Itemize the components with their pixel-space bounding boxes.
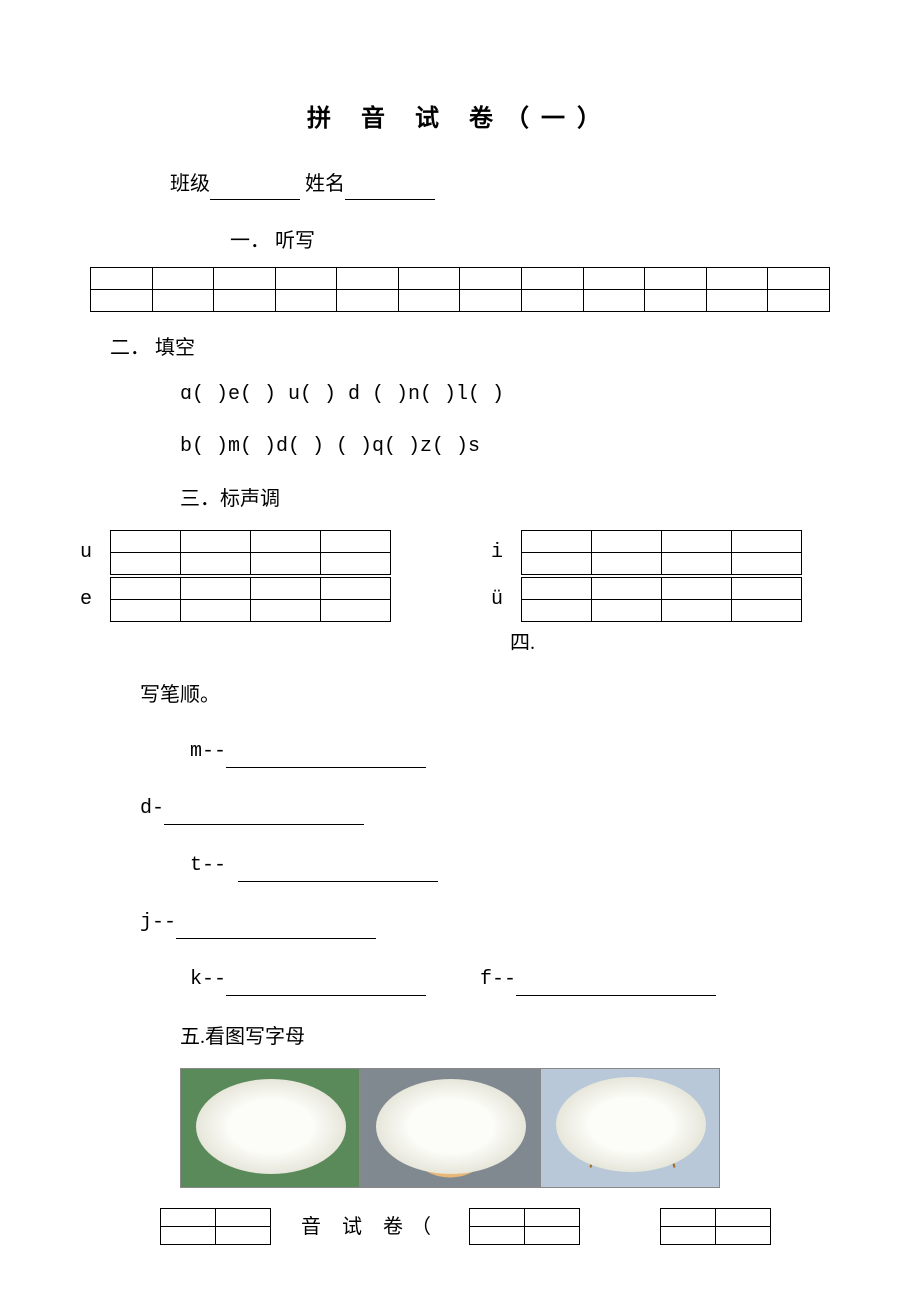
tone-table-left-2[interactable]: [110, 577, 391, 622]
section4-num: 四.: [510, 627, 840, 659]
section2-header: 二． 填空: [110, 332, 840, 364]
tone-label-yu: ü: [491, 584, 521, 616]
bottom-row: 音 试 卷（: [160, 1208, 840, 1245]
info-line: 班级 姓名: [170, 168, 840, 200]
stroke-f-label: f--: [480, 968, 516, 991]
stroke-k[interactable]: k--: [190, 964, 480, 996]
pic-buddha: [360, 1068, 540, 1188]
tone-section: u i e ü: [80, 530, 840, 622]
small-table-2[interactable]: [469, 1208, 580, 1245]
class-label: 班级: [170, 173, 210, 195]
bottom-text: 音 试 卷（: [301, 1211, 439, 1243]
small-table-3[interactable]: [660, 1208, 771, 1245]
dictation-grid[interactable]: [90, 267, 830, 312]
name-label: 姓名: [305, 173, 345, 195]
page-title: 拼 音 试 卷（一）: [80, 100, 840, 138]
class-blank[interactable]: [210, 178, 300, 200]
stroke-d[interactable]: d-: [140, 793, 840, 825]
tone-table-right-2[interactable]: [521, 577, 802, 622]
tone-table-right-1[interactable]: [521, 530, 802, 575]
small-table-1[interactable]: [160, 1208, 271, 1245]
section5-header: 五.看图写字母: [180, 1021, 840, 1053]
stroke-j[interactable]: j--: [140, 907, 840, 939]
stroke-t[interactable]: t--: [190, 850, 840, 882]
stroke-m[interactable]: m--: [190, 736, 840, 768]
picture-row: zzz: [180, 1068, 840, 1188]
fill-line-2[interactable]: b( )m( )d( ) ( )q( )z( )s: [180, 431, 840, 463]
section4-header: 写笔顺。: [140, 679, 840, 711]
stroke-j-label: j--: [140, 911, 176, 934]
stroke-d-label: d-: [140, 797, 164, 820]
tone-label-u: u: [80, 537, 110, 569]
pic-boy: zzz: [540, 1068, 720, 1188]
stroke-f[interactable]: f--: [480, 964, 716, 996]
fill-line-1[interactable]: ɑ( )e( ) u( ) d ( )n( )l( ): [180, 379, 840, 411]
pic-hedgehog: [180, 1068, 360, 1188]
section1-header: 一． 听写: [230, 225, 840, 257]
tone-label-e: e: [80, 584, 110, 616]
tone-table-left-1[interactable]: [110, 530, 391, 575]
name-blank[interactable]: [345, 178, 435, 200]
stroke-t-label: t--: [190, 854, 238, 877]
tone-label-i: i: [491, 537, 521, 569]
stroke-k-label: k--: [190, 968, 226, 991]
stroke-m-label: m--: [190, 740, 226, 763]
section3-header: 三．标声调: [180, 483, 840, 515]
